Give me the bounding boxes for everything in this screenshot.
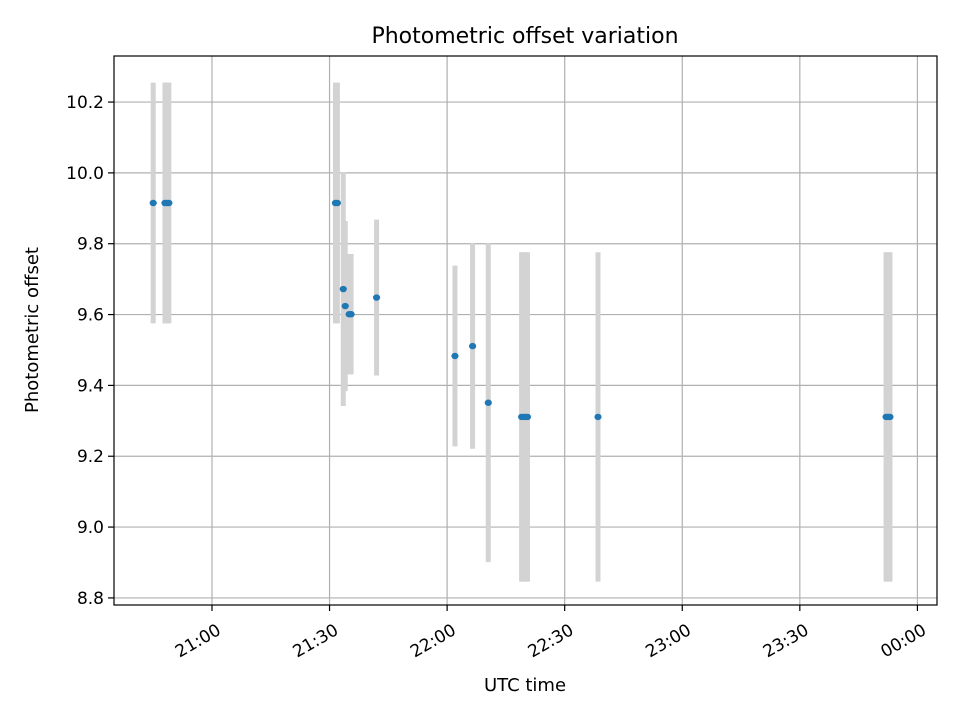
y-axis: 8.8 9.0 9.2 9.4 9.6 9.8 10.0 10.2 xyxy=(66,93,114,609)
data-point xyxy=(523,413,532,421)
y-tick-label: 9.4 xyxy=(77,376,104,396)
x-axis-label: UTC time xyxy=(484,675,566,696)
data-point xyxy=(341,302,349,310)
data-point xyxy=(451,352,459,360)
data-point xyxy=(372,294,381,301)
y-tick-label: 10.2 xyxy=(66,93,104,113)
data-points xyxy=(149,199,894,421)
y-tick-label: 9.0 xyxy=(77,518,104,538)
data-point xyxy=(333,199,341,207)
y-tick-label: 9.2 xyxy=(77,447,104,467)
y-tick-label: 9.6 xyxy=(77,306,104,326)
data-point xyxy=(484,399,492,406)
data-point xyxy=(468,342,477,350)
data-point xyxy=(347,311,355,318)
y-axis-label: Photometric offset xyxy=(22,247,43,413)
y-tick-label: 10.0 xyxy=(66,164,104,184)
grid xyxy=(114,56,937,605)
y-tick-label: 9.8 xyxy=(77,235,104,255)
chart-title: Photometric offset variation xyxy=(371,24,678,49)
y-tick-label: 8.8 xyxy=(77,589,104,609)
data-point xyxy=(165,199,173,207)
data-point xyxy=(886,413,894,421)
plot-frame xyxy=(113,55,938,606)
data-point xyxy=(149,199,157,207)
data-point xyxy=(339,285,347,293)
data-point xyxy=(594,413,602,421)
